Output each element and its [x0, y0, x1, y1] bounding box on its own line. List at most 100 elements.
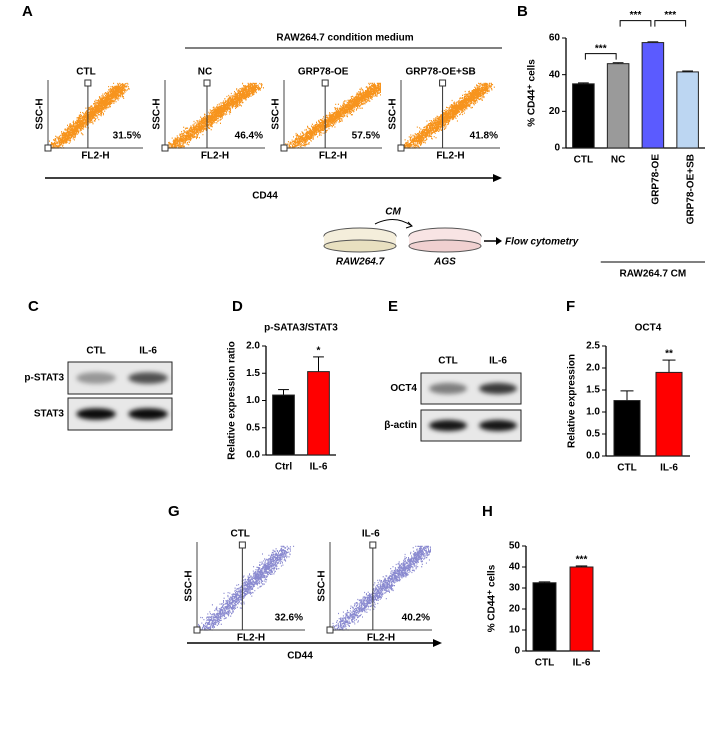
- y-tick-label: 2.5: [586, 341, 600, 352]
- y-tick-label: 1.5: [586, 385, 600, 396]
- blot-band: [429, 419, 467, 432]
- x-tick-label: Ctrl: [275, 462, 292, 473]
- axis-title: CD44: [287, 651, 313, 662]
- gate-handle: [238, 541, 246, 549]
- schematic-label: AGS: [433, 257, 456, 268]
- percent: 41.8%: [470, 131, 498, 142]
- flow-dots: [331, 545, 431, 631]
- gate-handle: [84, 79, 92, 87]
- bracket: [584, 53, 617, 60]
- panel-label: D: [232, 298, 243, 315]
- axis-label: FL2-H: [201, 151, 229, 162]
- y-axis-label: % CD44⁺ cells: [487, 564, 498, 632]
- lane-label: CTL: [86, 346, 105, 357]
- y-tick-label: 2.0: [246, 341, 260, 352]
- blot-band: [128, 408, 168, 420]
- panel-label: A: [22, 3, 33, 20]
- row-label: p-STAT3: [24, 373, 64, 384]
- y-tick-label: 0: [514, 646, 520, 657]
- x-tick-label: NC: [611, 155, 625, 166]
- blot-band: [76, 408, 116, 420]
- gate-handle: [397, 144, 405, 152]
- schematic-label: CM: [385, 207, 401, 218]
- y-tick-label: 60: [549, 33, 561, 44]
- gate-handle: [161, 144, 169, 152]
- gate-handle: [193, 626, 201, 634]
- arrow: [496, 237, 502, 245]
- flow-dots: [402, 82, 495, 149]
- y-tick-label: 2.0: [586, 363, 600, 374]
- panel-label: H: [482, 503, 493, 520]
- axis-label: SSC-H: [388, 98, 399, 129]
- y-tick-label: 0.0: [586, 451, 600, 462]
- y-axis-label: % CD44⁺ cells: [527, 59, 538, 127]
- x-tick-label: CTL: [574, 155, 593, 166]
- plot-title: IL-6: [362, 529, 380, 540]
- plot-title: GRP78-OE: [298, 67, 349, 78]
- lane-label: IL-6: [139, 346, 157, 357]
- y-axis-label: Relative expression ratio: [227, 341, 238, 459]
- gate-handle: [439, 79, 447, 87]
- plot-title: CTL: [76, 67, 95, 78]
- gate-handle: [280, 144, 288, 152]
- bar: [641, 42, 665, 149]
- significance: ***: [576, 555, 588, 566]
- x-tick-label: CTL: [617, 463, 636, 474]
- blot-band: [479, 419, 517, 432]
- y-tick-label: 1.0: [246, 395, 260, 406]
- panel-label: B: [517, 3, 528, 20]
- bar: [613, 400, 641, 457]
- axis-label: SSC-H: [35, 98, 46, 129]
- panel-label: F: [566, 298, 575, 315]
- flow-dots: [285, 82, 381, 149]
- schematic-label: Flow cytometry: [505, 237, 579, 248]
- plot-title: GRP78-OE+SB: [405, 67, 475, 78]
- percent: 32.6%: [275, 613, 303, 624]
- y-tick-label: 0.5: [246, 422, 260, 433]
- chart-title: OCT4: [635, 323, 662, 334]
- gate-handle: [203, 79, 211, 87]
- arrow: [374, 219, 413, 227]
- arrow: [405, 221, 413, 229]
- bar: [606, 63, 630, 149]
- x-tick-label: IL-6: [660, 463, 678, 474]
- axis-label: FL2-H: [367, 633, 395, 644]
- blot-band: [429, 382, 467, 395]
- percent: 57.5%: [352, 131, 380, 142]
- x-tick-label: IL-6: [573, 658, 591, 669]
- schematic: [323, 219, 502, 253]
- axis-label: SSC-H: [152, 98, 163, 129]
- dish: [408, 239, 482, 253]
- blot-band: [76, 372, 116, 384]
- dish: [323, 239, 397, 253]
- x-tick-label: GRP78-OE+SB: [685, 154, 696, 224]
- axis-label: SSC-H: [271, 98, 282, 129]
- y-tick-label: 20: [509, 604, 521, 615]
- y-tick-label: 50: [509, 541, 521, 552]
- y-tick-label: 40: [549, 69, 561, 80]
- axis-label: FL2-H: [81, 151, 109, 162]
- panel-label: E: [388, 298, 398, 315]
- x-tick-label: GRP78-OE: [651, 154, 662, 205]
- axis-label: FL2-H: [436, 151, 464, 162]
- flow-dots: [166, 82, 264, 149]
- bar: [307, 371, 330, 456]
- gate-handle: [321, 79, 329, 87]
- arrow-head: [433, 639, 442, 647]
- chart-title: p-SATA3/STAT3: [264, 323, 338, 334]
- y-tick-label: 20: [549, 106, 561, 117]
- axis-label: SSC-H: [317, 570, 328, 601]
- lane-label: CTL: [438, 356, 457, 367]
- x-tick-label: CTL: [535, 658, 554, 669]
- y-tick-label: 0.0: [246, 450, 260, 461]
- y-tick-label: 30: [509, 583, 521, 594]
- bar: [569, 566, 594, 652]
- percent: 40.2%: [402, 613, 430, 624]
- y-axis-label: Relative expression: [567, 354, 578, 448]
- bracket: [654, 20, 687, 27]
- blot-band: [128, 372, 168, 384]
- axis-label: FL2-H: [319, 151, 347, 162]
- significance: ***: [595, 43, 607, 54]
- y-tick-label: 40: [509, 562, 521, 573]
